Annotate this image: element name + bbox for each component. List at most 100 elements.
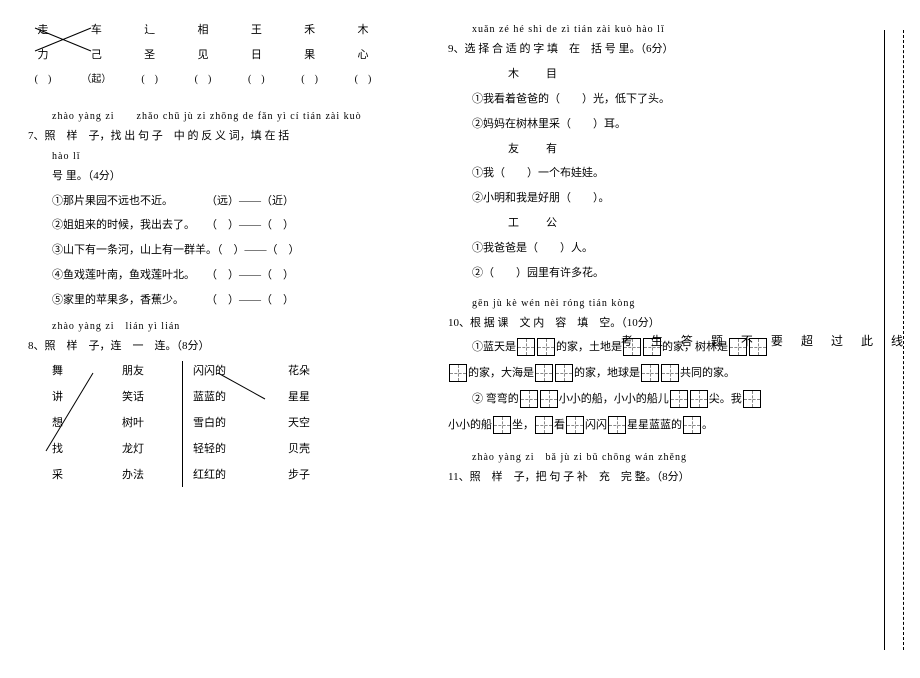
match-item: 想 — [52, 413, 82, 435]
side-char: 过 — [831, 332, 843, 349]
q9-item: ②小明和我是好朋（ ）。 — [448, 188, 862, 209]
blank: ( ) — [295, 70, 325, 89]
q10-line4: 小小的船坐，看闪闪星星蓝蓝的。 — [448, 412, 862, 438]
char-row-2: 力 己 圣 见 日 果 心 — [28, 45, 378, 66]
tianzige-box — [566, 416, 584, 434]
tianzige-box — [493, 416, 511, 434]
q11-title: 11、照 样 子，把 句 子 补 充 完 整。（8分） — [448, 467, 862, 488]
tianzige-box — [743, 390, 761, 408]
char-row-1: 走 车 辶 相 王 禾 木 — [28, 20, 378, 41]
q7-item: ②姐姐来的时候，我出去了。 （ ）——（ ） — [28, 215, 432, 236]
side-char: 线 — [891, 332, 903, 349]
right-column: xuǎn zé hé shì de zì tián zài kuò hào lǐ… — [440, 20, 870, 678]
match-item: 闪闪的 — [193, 361, 248, 383]
tianzige-box — [540, 390, 558, 408]
q9-pair: 木 目 — [448, 64, 862, 85]
side-char: 超 — [801, 332, 813, 349]
char: 木 — [348, 20, 378, 41]
tianzige-box — [517, 338, 535, 356]
q9-pinyin: xuǎn zé hé shì de zì tián zài kuò hào lǐ — [448, 20, 862, 39]
char: 车 — [81, 20, 111, 41]
left-column: 走 车 辶 相 王 禾 木 力 己 圣 见 日 果 心 ( ) （起） ( ) … — [20, 20, 440, 678]
tianzige-box — [555, 364, 573, 382]
q8-colD: 花朵 星星 天空 贝壳 步子 — [288, 361, 328, 487]
q9-item: ①我爸爸是（ ）人。 — [448, 238, 862, 259]
side-char: 题 — [711, 332, 723, 349]
match-item: 蓝蓝的 — [193, 387, 248, 409]
tianzige-box — [670, 390, 688, 408]
side-warning-strip: 线 此 过 超 要 不 题 答 生 考 — [884, 30, 904, 650]
match-item: 星星 — [288, 387, 328, 409]
q9-pair: 友 有 — [448, 139, 862, 160]
match-item: 找 — [52, 439, 82, 461]
match-item: 朋友 — [122, 361, 172, 383]
match-item: 笑话 — [122, 387, 172, 409]
q9-item: ①我（ ）一个布娃娃。 — [448, 163, 862, 184]
q10-line3: ② 弯弯的小小的船，小小的船儿尖。我 — [448, 386, 862, 412]
match-item: 雪白的 — [193, 413, 248, 435]
blank: ( ) — [348, 70, 378, 89]
q11-pinyin: zhào yàng zi bǎ jù zi bǔ chōng wán zhěng — [448, 448, 862, 467]
match-item: 采 — [52, 465, 82, 487]
tianzige-box — [690, 390, 708, 408]
side-char: 答 — [681, 332, 693, 349]
match-item: 轻轻的 — [193, 439, 248, 461]
q10-line2: 的家，大海是的家，地球是共同的家。 — [448, 360, 862, 386]
q7-item: ④鱼戏莲叶南，鱼戏莲叶北。 （ ）——（ ） — [28, 265, 432, 286]
char: 力 — [28, 45, 58, 66]
q8-colC: 闪闪的 蓝蓝的 雪白的 轻轻的 红红的 — [193, 361, 248, 487]
char: 王 — [241, 20, 271, 41]
blank: ( ) — [28, 70, 58, 89]
q9-title: 9、选 择 合 适 的 字 填 在 括 号 里。（6分） — [448, 39, 862, 60]
match-item: 步子 — [288, 465, 328, 487]
q9-item: ②（ ）园里有许多花。 — [448, 263, 862, 284]
match-item: 讲 — [52, 387, 82, 409]
match-item: 花朵 — [288, 361, 328, 383]
match-item: 红红的 — [193, 465, 248, 487]
tianzige-box — [537, 338, 555, 356]
q9-item: ②妈妈在树林里采（ ）耳。 — [448, 114, 862, 135]
tianzige-box — [535, 364, 553, 382]
match-item: 树叶 — [122, 413, 172, 435]
tianzige-box — [608, 416, 626, 434]
q8-colB: 朋友 笑话 树叶 龙灯 办法 — [122, 361, 172, 487]
char: 果 — [295, 45, 325, 66]
char: 日 — [241, 45, 271, 66]
match-item: 办法 — [122, 465, 172, 487]
q7-item: ③山下有一条河，山上有一群羊。（ ）——（ ） — [28, 240, 432, 261]
tianzige-box — [661, 364, 679, 382]
blank-row: ( ) （起） ( ) ( ) ( ) ( ) ( ) — [28, 70, 378, 89]
q7-pinyin: zhào yàng zi zhǎo chū jù zi zhōng de fǎn… — [28, 107, 432, 126]
q7-item: ①那片果园不远也不近。 （远）——（近） — [28, 191, 432, 212]
separator — [182, 361, 183, 487]
tianzige-box — [449, 364, 467, 382]
tianzige-box — [683, 416, 701, 434]
blank: ( ) — [188, 70, 218, 89]
char: 见 — [188, 45, 218, 66]
char: 走 — [28, 20, 58, 41]
char: 禾 — [295, 20, 325, 41]
q7-title: 7、照 样 子，找 出 句 子 中 的 反 义 词，填 在 括 — [28, 126, 432, 147]
q8-colA: 舞 讲 想 找 采 — [52, 361, 82, 487]
tianzige-box — [520, 390, 538, 408]
match-item: 贝壳 — [288, 439, 328, 461]
side-char: 考 — [621, 332, 633, 349]
match-item: 舞 — [52, 361, 82, 383]
q8-pinyin: zhào yàng zi lián yì lián — [28, 317, 432, 336]
char: 相 — [188, 20, 218, 41]
side-char: 要 — [771, 332, 783, 349]
blank: ( ) — [135, 70, 165, 89]
q7-title2: 号 里。（4分） — [28, 166, 432, 187]
q9-item: ①我看着爸爸的（ ）光，低下了头。 — [448, 89, 862, 110]
q10-pinyin: gēn jù kè wén nèi róng tián kòng — [448, 294, 862, 313]
side-char: 此 — [861, 332, 873, 349]
match-item: 龙灯 — [122, 439, 172, 461]
side-char: 不 — [741, 332, 753, 349]
blank: ( ) — [241, 70, 271, 89]
char: 己 — [81, 45, 111, 66]
char: 圣 — [135, 45, 165, 66]
match-item: 天空 — [288, 413, 328, 435]
side-char: 生 — [651, 332, 663, 349]
char: 心 — [348, 45, 378, 66]
blank: （起） — [81, 70, 111, 89]
